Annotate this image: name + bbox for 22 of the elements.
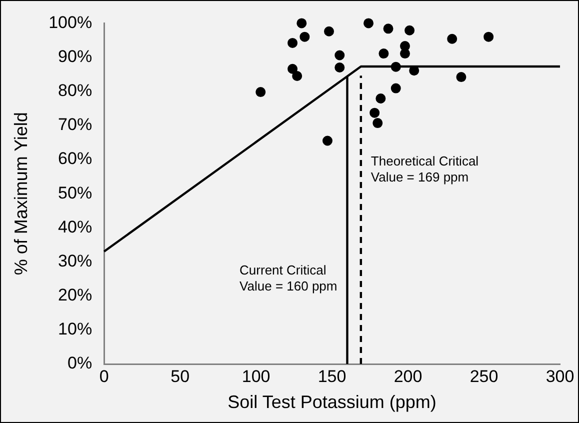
annotation: Theoretical Critical Value = 169 ppm	[370, 153, 479, 184]
y-tick-label: 90%	[58, 46, 92, 66]
y-tick-label: 0%	[68, 354, 92, 373]
x-tick-label: 100	[242, 366, 270, 386]
x-axis-title: Soil Test Potassium (ppm)	[228, 392, 436, 412]
y-tick-label: 80%	[58, 81, 92, 100]
x-tick-label: 200	[394, 366, 422, 386]
y-tick-label: 10%	[58, 320, 92, 339]
y-tick-label: 50%	[58, 183, 92, 202]
y-tick-label: 20%	[58, 286, 92, 305]
y-tick-label: 100%	[48, 12, 92, 32]
y-axis-title: % of Maximum Yield	[10, 112, 31, 276]
y-tick-label: 70%	[58, 115, 92, 134]
y-tick-label: 30%	[58, 251, 92, 270]
x-tick-label: 0	[99, 366, 109, 386]
x-tick-label: 300	[546, 366, 574, 386]
x-tick-label: 50	[170, 366, 190, 386]
y-tick-label: 40%	[58, 217, 92, 236]
x-tick-label: 250	[470, 366, 498, 386]
x-tick-label: 150	[318, 366, 346, 386]
annotation: Current Critical Value = 160 ppm	[240, 262, 338, 294]
y-tick-label: 60%	[58, 149, 92, 168]
